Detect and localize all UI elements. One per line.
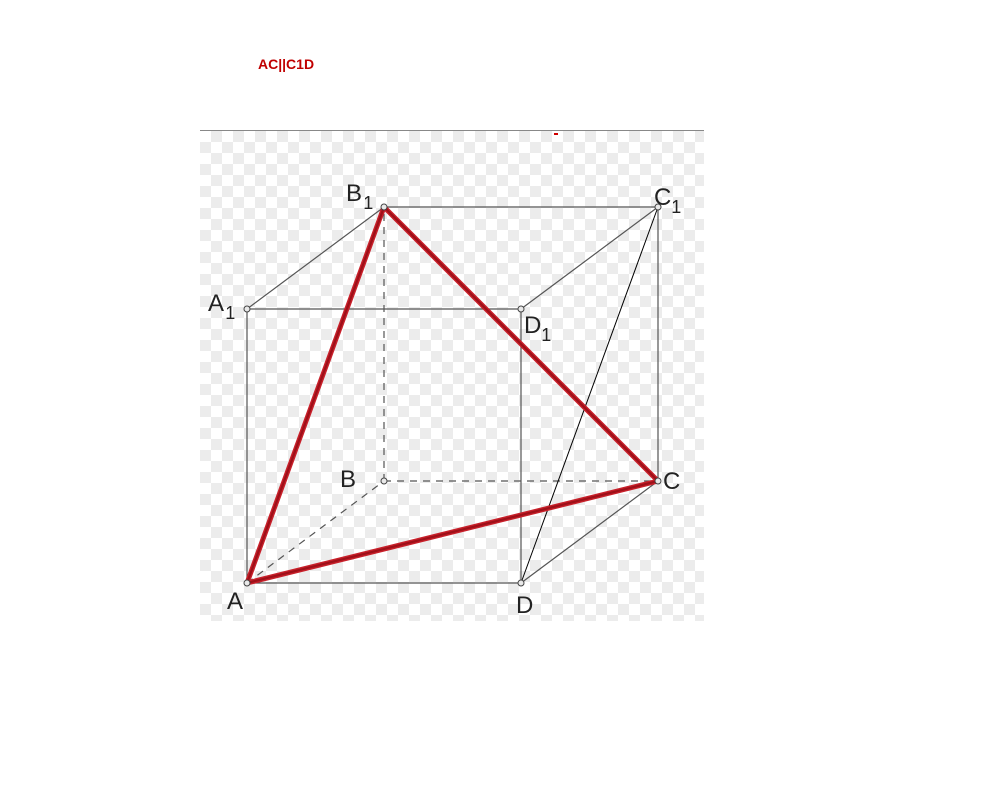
vertex-B: [381, 478, 387, 484]
cube-svg: ADCBA1D1C1B1: [200, 131, 704, 621]
label-D1-sub: 1: [541, 325, 551, 345]
vertex-A1: [244, 306, 250, 312]
edge-D1-C1: [521, 207, 658, 309]
diagram-area: ADCBA1D1C1B1: [200, 131, 704, 621]
label-A1: A: [208, 290, 224, 317]
label-C: C: [663, 468, 680, 495]
label-D: D: [516, 592, 533, 619]
vertex-B1: [381, 204, 387, 210]
vertex-A: [244, 580, 250, 586]
label-B1-sub: 1: [363, 193, 373, 213]
label-D1: D: [524, 312, 541, 339]
label-A: A: [227, 588, 243, 615]
label-C1-sub: 1: [671, 197, 681, 217]
vertex-D: [518, 580, 524, 586]
label-B1: B: [346, 180, 362, 207]
diagonal-D-C1: [521, 207, 658, 583]
label-B: B: [340, 466, 356, 493]
label-C1: C: [654, 184, 671, 211]
caption-text: AC||C1D: [258, 56, 314, 72]
vertex-C: [655, 478, 661, 484]
label-A1-sub: 1: [225, 303, 235, 323]
